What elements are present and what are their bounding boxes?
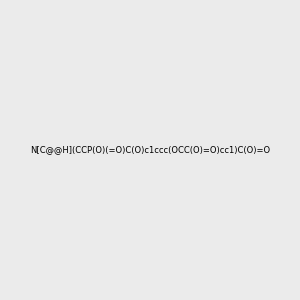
Text: N[C@@H](CCP(O)(=O)C(O)c1ccc(OCC(O)=O)cc1)C(O)=O: N[C@@H](CCP(O)(=O)C(O)c1ccc(OCC(O)=O)cc1… — [30, 146, 270, 154]
